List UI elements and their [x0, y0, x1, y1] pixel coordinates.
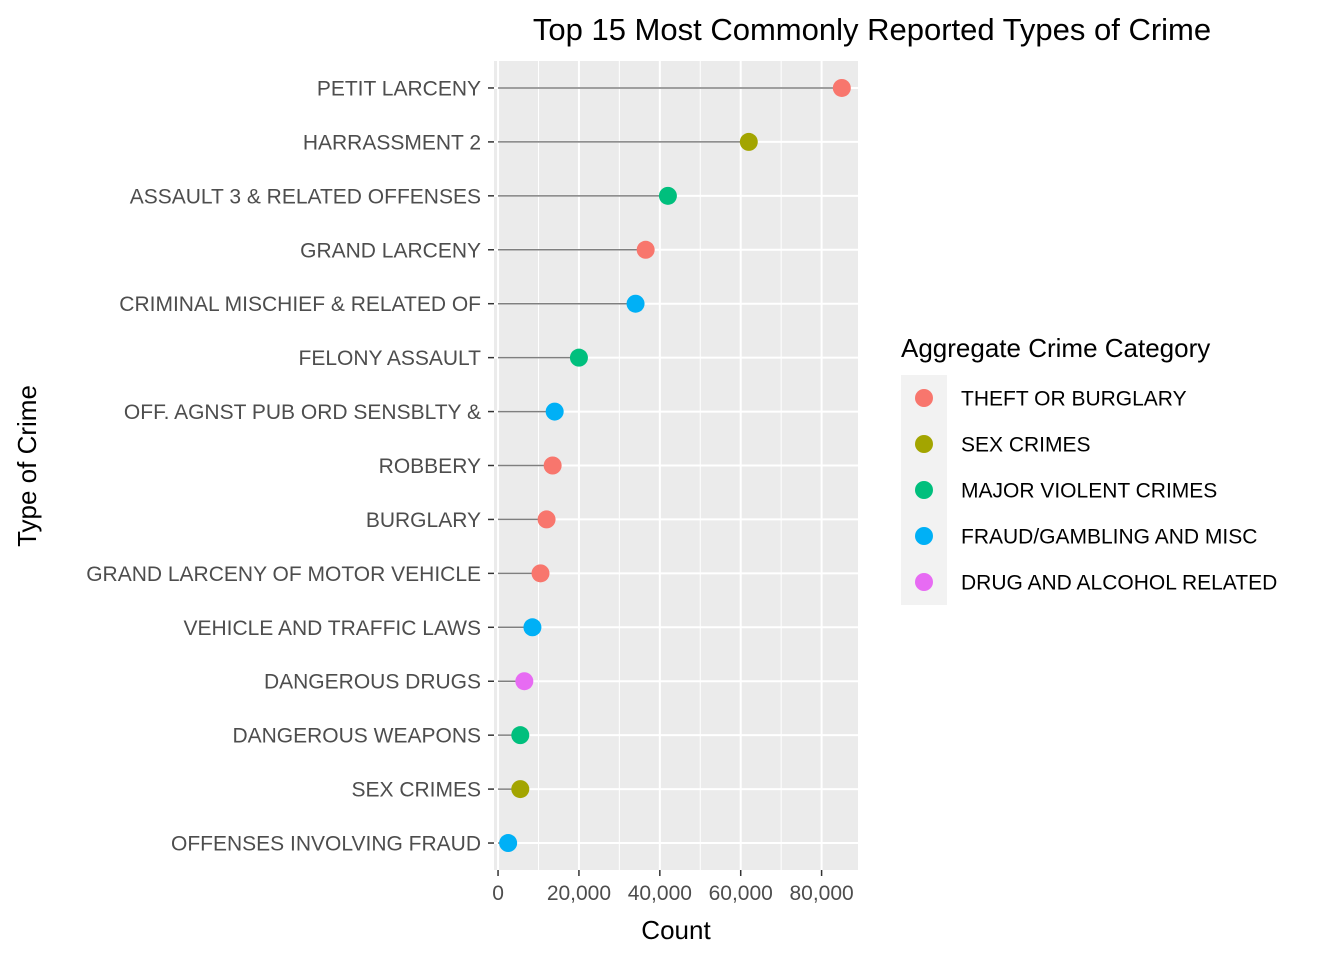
x-tick-label: 20,000 [547, 882, 611, 905]
y-tick-label: ROBBERY [379, 455, 481, 478]
x-tick-label: 40,000 [628, 882, 692, 905]
legend-label: MAJOR VIOLENT CRIMES [961, 480, 1217, 503]
data-point [511, 726, 530, 745]
legend-key [915, 435, 933, 453]
y-tick-label: GRAND LARCENY [300, 239, 481, 262]
data-point [531, 564, 550, 583]
data-points [499, 78, 851, 853]
legend-title: Aggregate Crime Category [901, 333, 1210, 363]
data-point [626, 294, 645, 313]
data-point [569, 348, 588, 367]
data-point [523, 618, 542, 637]
y-tick-label: PETIT LARCENY [317, 77, 481, 100]
legend-items: THEFT OR BURGLARY SEX CRIMES MAJOR VIOLENT… [915, 388, 1277, 595]
data-point [499, 834, 518, 853]
data-point [515, 672, 534, 691]
x-tick-label: 60,000 [709, 882, 773, 905]
y-tick-label: FELONY ASSAULT [299, 347, 482, 370]
data-point [832, 78, 851, 97]
data-point [545, 402, 564, 421]
y-tick-label: CRIMINAL MISCHIEF & RELATED OF [119, 293, 481, 316]
x-axis-ticks: 0 20,000 40,000 60,000 80,000 [492, 870, 854, 905]
legend-label: DRUG AND ALCOHOL RELATED [961, 572, 1277, 595]
x-axis-title: Count [641, 915, 711, 945]
y-tick-label: OFFENSES INVOLVING FRAUD [171, 833, 481, 856]
data-point [537, 510, 556, 529]
legend-key [915, 527, 933, 545]
y-tick-label: GRAND LARCENY OF MOTOR VEHICLE [86, 563, 481, 586]
data-point [543, 456, 562, 475]
y-tick-label: OFF. AGNST PUB ORD SENSBLTY & [124, 401, 481, 424]
y-tick-label: VEHICLE AND TRAFFIC LAWS [183, 617, 481, 640]
legend-key [915, 389, 933, 407]
y-tick-label: DANGEROUS DRUGS [264, 671, 481, 694]
y-axis-ticks: PETIT LARCENY HARRASSMENT 2 ASSAULT 3 & RE… [86, 77, 494, 856]
data-point [511, 780, 530, 799]
legend: Aggregate Crime Category THEFT OR BURGLA… [901, 333, 1277, 605]
legend-label: FRAUD/GAMBLING AND MISC [961, 526, 1257, 549]
data-point [739, 132, 758, 151]
data-point [658, 186, 677, 205]
y-tick-label: HARRASSMENT 2 [303, 131, 481, 154]
y-tick-label: BURGLARY [366, 509, 481, 532]
data-point [636, 240, 655, 259]
legend-label: THEFT OR BURGLARY [961, 388, 1187, 411]
x-tick-label: 0 [492, 882, 504, 905]
chart-title: Top 15 Most Commonly Reported Types of C… [533, 12, 1211, 47]
y-tick-label: ASSAULT 3 & RELATED OFFENSES [130, 185, 481, 208]
legend-key [915, 481, 933, 499]
legend-label: SEX CRIMES [961, 434, 1091, 457]
y-tick-label: SEX CRIMES [351, 779, 481, 802]
legend-key [915, 573, 933, 591]
x-tick-label: 80,000 [789, 882, 853, 905]
y-axis-title: Type of Crime [12, 385, 42, 547]
y-tick-label: DANGEROUS WEAPONS [232, 725, 481, 748]
